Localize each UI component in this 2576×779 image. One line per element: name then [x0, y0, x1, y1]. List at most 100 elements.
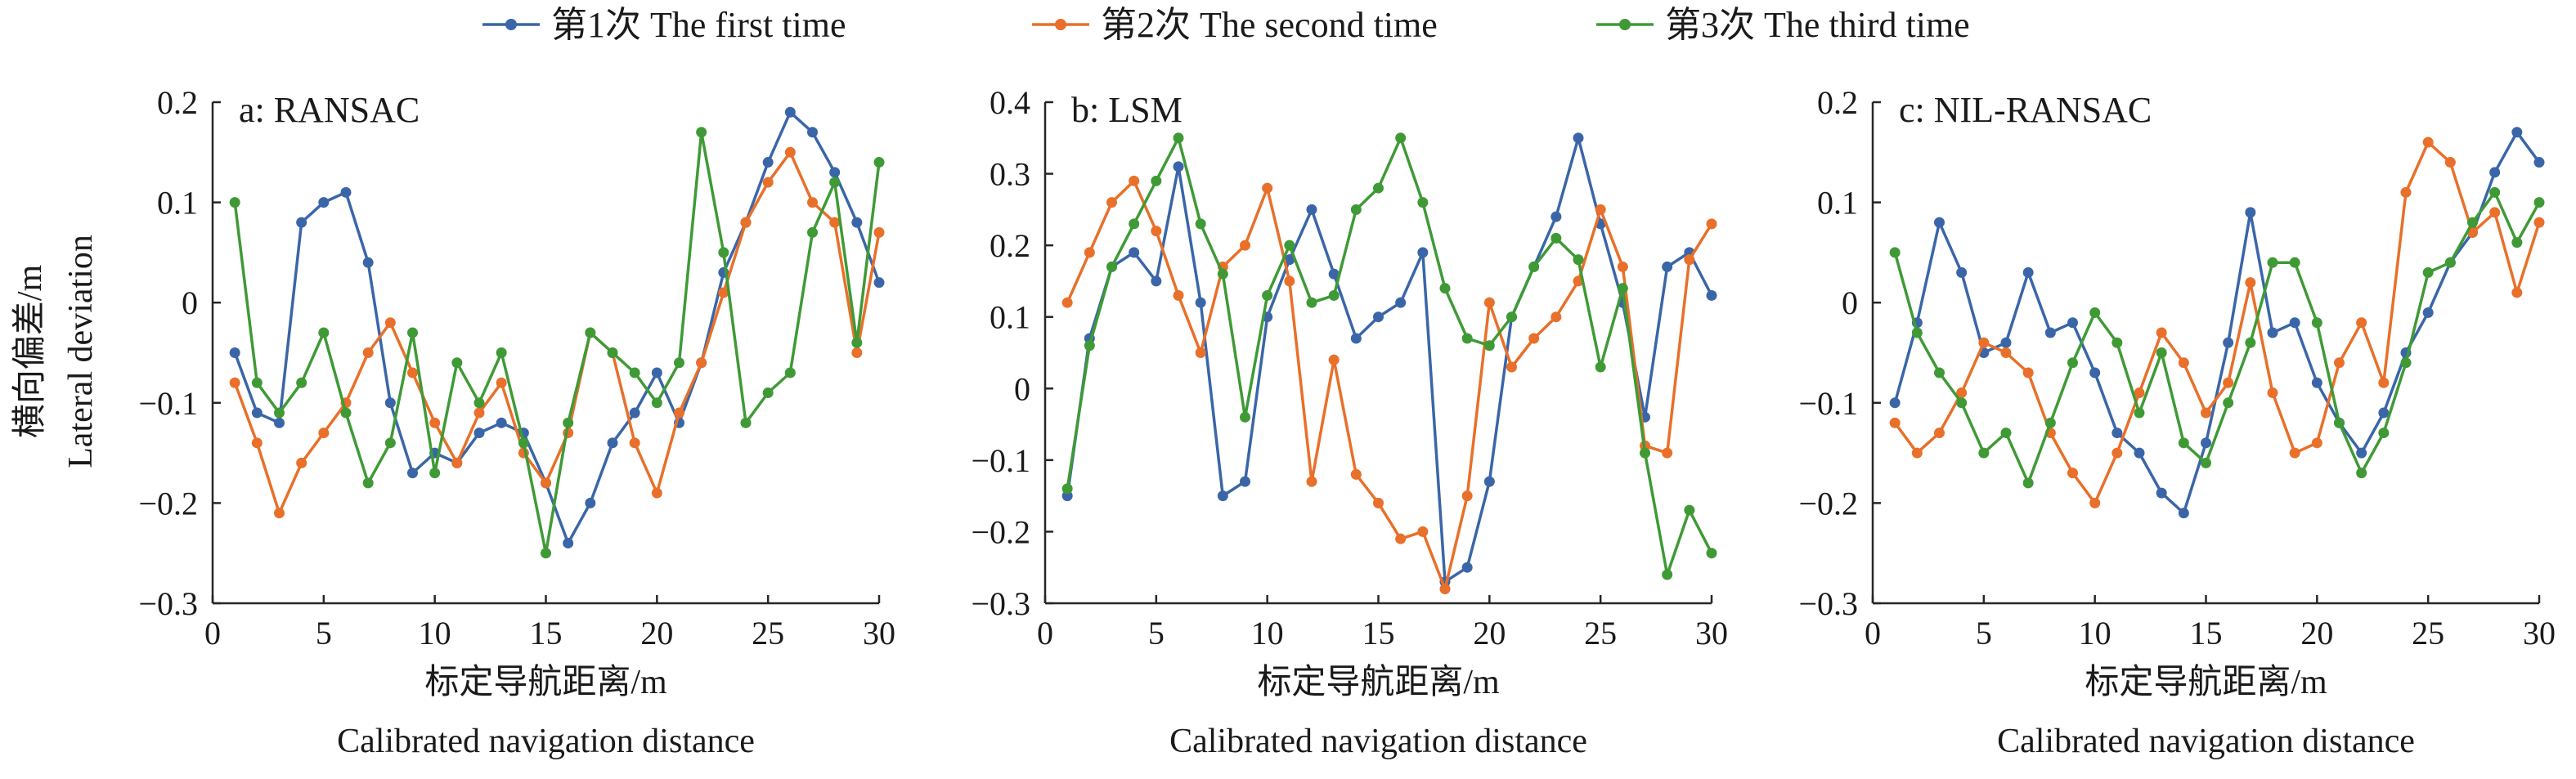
data-point-series-3: [2112, 337, 2123, 348]
data-point-series-1: [340, 186, 352, 198]
data-point-series-3: [496, 347, 507, 358]
data-point-series-1: [629, 407, 640, 419]
y-tick-label: −0.2: [138, 485, 198, 522]
data-point-series-2: [1911, 447, 1923, 459]
data-point-series-1: [2178, 508, 2189, 519]
data-point-series-2: [2489, 207, 2501, 218]
data-point-series-3: [1934, 367, 1945, 378]
data-point-series-1: [1889, 397, 1901, 409]
data-point-series-1: [407, 468, 418, 479]
data-point-series-3: [851, 337, 863, 348]
data-point-series-2: [1889, 417, 1901, 428]
data-point-series-2: [2223, 377, 2234, 388]
data-point-series-2: [2178, 357, 2189, 369]
data-point-series-2: [2022, 367, 2034, 378]
data-point-series-2: [2067, 468, 2078, 479]
data-point-series-1: [1395, 297, 1407, 308]
series-line-3: [1893, 190, 2541, 485]
data-point-series-1: [2311, 377, 2322, 388]
data-point-series-2: [1439, 583, 1451, 594]
data-point-series-2: [2156, 327, 2167, 338]
y-tick-label: −0.1: [1798, 385, 1858, 422]
data-point-series-2: [1483, 297, 1495, 308]
data-point-series-2: [1506, 361, 1517, 373]
data-point-series-2: [2533, 217, 2545, 228]
data-point-series-1: [2134, 447, 2145, 459]
data-point-series-2: [2201, 407, 2211, 419]
y-tick-label: −0.2: [1798, 485, 1858, 522]
x-tick-label: 25: [1584, 615, 1617, 651]
data-point-series-3: [674, 357, 684, 369]
series-line-1: [233, 110, 881, 545]
data-point-series-2: [1328, 354, 1340, 365]
x-tick-label: 0: [1865, 615, 1881, 651]
data-point-series-2: [1061, 297, 1073, 308]
data-point-series-3: [2334, 417, 2345, 428]
y-tick-label: 0.1: [990, 299, 1030, 336]
data-point-series-2: [407, 367, 418, 378]
data-point-series-1: [296, 217, 307, 228]
data-point-series-3: [2511, 237, 2523, 248]
data-point-series-3: [1617, 283, 1628, 294]
y-tick-label: 0.3: [990, 156, 1030, 193]
data-point-series-3: [2022, 477, 2034, 489]
data-point-series-1: [1373, 311, 1384, 323]
data-point-series-3: [1151, 175, 1162, 186]
data-point-series-1: [2511, 127, 2523, 138]
series-line-1: [1893, 131, 2541, 515]
data-point-series-1: [2422, 307, 2434, 318]
data-point-series-2: [274, 508, 285, 519]
data-point-series-2: [384, 317, 396, 329]
y-tick-label: −0.1: [971, 442, 1030, 479]
data-point-series-1: [2089, 367, 2101, 378]
data-point-series-1: [384, 397, 396, 409]
data-point-series-1: [851, 217, 863, 228]
data-point-series-1: [2489, 167, 2501, 178]
data-point-series-3: [2178, 437, 2189, 449]
data-point-series-3: [274, 407, 285, 419]
data-point-series-1: [1240, 476, 1250, 487]
data-point-series-3: [1328, 289, 1340, 301]
y-tick-label: −0.3: [971, 585, 1030, 622]
data-point-series-2: [629, 437, 640, 449]
data-point-series-3: [2156, 347, 2167, 358]
legend: 第1次 The first time 第2次 The second time 第3次…: [482, 5, 1970, 45]
x-tick-label: 15: [1362, 615, 1395, 651]
data-point-series-2: [807, 197, 818, 208]
data-point-series-2: [1528, 333, 1540, 344]
data-point-series-3: [1528, 261, 1540, 272]
data-point-series-2: [541, 477, 551, 489]
data-point-series-1: [807, 127, 818, 138]
data-point-series-3: [873, 157, 885, 168]
series-line-2: [233, 150, 881, 515]
data-point-series-2: [1662, 447, 1673, 459]
legend-label-1: 第1次 The first time: [551, 5, 846, 45]
data-point-series-3: [2245, 337, 2256, 348]
data-point-series-2: [718, 287, 729, 298]
panel-label: a: RANSAC: [239, 90, 420, 130]
data-point-series-3: [651, 397, 662, 409]
data-point-series-3: [296, 377, 307, 388]
data-point-series-2: [829, 217, 841, 228]
data-point-series-1: [762, 157, 774, 168]
data-point-series-2: [2444, 157, 2456, 168]
data-point-series-3: [740, 417, 752, 428]
data-point-series-2: [762, 177, 774, 188]
x-axis-title-cn: 标定导航距离/m: [2085, 663, 2327, 701]
data-point-series-1: [2289, 317, 2300, 329]
data-point-series-3: [2067, 357, 2078, 369]
data-point-series-2: [784, 146, 796, 158]
x-axis-title-cn: 标定导航距离/m: [1257, 663, 1500, 701]
y-axis-title-en: Lateral deviation: [62, 235, 100, 468]
data-point-series-2: [1151, 226, 1162, 237]
data-point-series-2: [873, 226, 885, 238]
data-point-series-1: [1934, 217, 1945, 228]
data-point-series-1: [585, 497, 596, 508]
data-point-series-3: [2378, 428, 2390, 439]
data-point-series-2: [296, 457, 307, 468]
data-point-series-1: [251, 407, 263, 419]
data-point-series-3: [1662, 569, 1673, 580]
y-tick-label: 0.2: [990, 227, 1030, 264]
x-tick-label: 25: [752, 615, 784, 651]
